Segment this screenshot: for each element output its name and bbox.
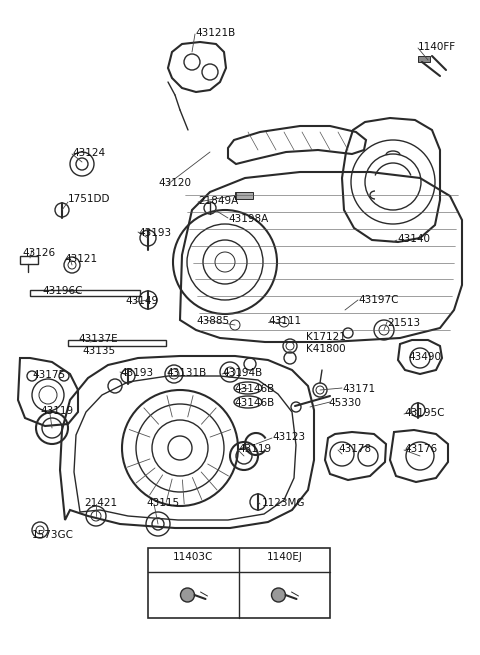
Text: 43193: 43193 [138, 228, 171, 238]
Text: 1573GC: 1573GC [32, 530, 74, 540]
Text: 43120: 43120 [158, 178, 191, 188]
Text: 43178: 43178 [338, 444, 371, 454]
Text: 1123MG: 1123MG [262, 498, 305, 508]
Text: 43193: 43193 [120, 368, 153, 378]
Text: 21849A: 21849A [198, 196, 238, 206]
Text: 43175: 43175 [32, 370, 65, 380]
Text: 43140: 43140 [397, 234, 430, 244]
Text: 11403C: 11403C [173, 552, 214, 562]
Text: 43195C: 43195C [404, 408, 444, 418]
Text: 43111: 43111 [268, 316, 301, 326]
Text: 43123: 43123 [272, 432, 305, 442]
Text: 43121B: 43121B [195, 28, 235, 38]
Text: 21421: 21421 [84, 498, 117, 508]
Text: 43885: 43885 [196, 316, 229, 326]
Text: 43149: 43149 [125, 296, 158, 306]
Text: 1140EJ: 1140EJ [266, 552, 302, 562]
Bar [30, 290, 140, 296]
Text: 43194B: 43194B [222, 368, 262, 378]
Text: 43119: 43119 [238, 444, 271, 454]
Text: 43198A: 43198A [228, 214, 268, 224]
Text: 43196C: 43196C [42, 286, 83, 296]
Text: 43137E: 43137E [78, 334, 118, 344]
Text: 43115: 43115 [146, 498, 179, 508]
Text: 43146B: 43146B [234, 384, 274, 394]
Text: K17121: K17121 [306, 332, 346, 342]
Text: K41800: K41800 [306, 344, 346, 354]
Text: 43126: 43126 [22, 248, 55, 258]
Text: 43490: 43490 [408, 352, 441, 362]
Text: 43146B: 43146B [234, 398, 274, 408]
Text: 43119: 43119 [40, 406, 73, 416]
Text: 43176: 43176 [404, 444, 437, 454]
Bar [68, 340, 166, 346]
Text: 43171: 43171 [342, 384, 375, 394]
Bar [148, 548, 330, 618]
Text: 43197C: 43197C [358, 295, 398, 305]
Bar [418, 56, 430, 62]
Text: 1751DD: 1751DD [68, 194, 110, 204]
Text: 43135: 43135 [82, 346, 115, 356]
Text: 21513: 21513 [387, 318, 420, 328]
Text: 43124: 43124 [72, 148, 105, 158]
Text: 45330: 45330 [328, 398, 361, 408]
Circle shape [180, 588, 194, 602]
Text: 43121: 43121 [64, 254, 97, 264]
Circle shape [272, 588, 286, 602]
Bar [20, 256, 38, 264]
Text: 43131B: 43131B [166, 368, 206, 378]
Text: 1140FF: 1140FF [418, 42, 456, 52]
Bar [235, 192, 253, 199]
